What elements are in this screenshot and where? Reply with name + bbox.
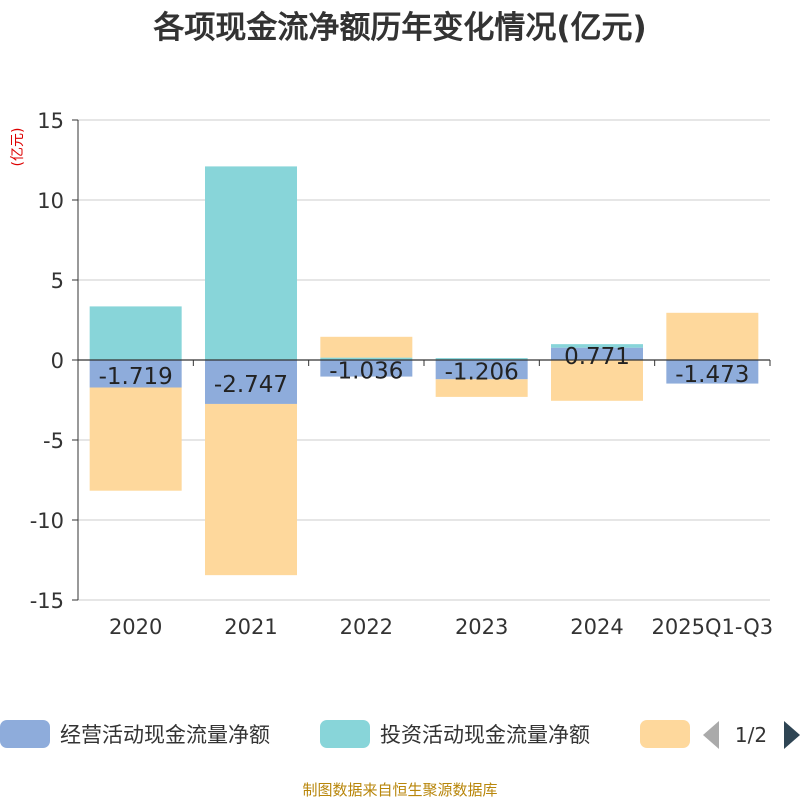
bar-segment-series-2[interactable] [320, 357, 413, 360]
data-label: -1.473 [675, 362, 749, 388]
bar-segment-series-1[interactable] [205, 360, 297, 404]
data-source-note: 制图数据来自恒生聚源数据库 [302, 781, 498, 799]
legend-swatch[interactable] [0, 720, 50, 748]
legend-next-arrow-icon[interactable] [784, 721, 800, 749]
y-tick-label: -5 [43, 429, 64, 453]
legend-swatch[interactable] [320, 720, 370, 748]
data-label: -2.747 [214, 372, 288, 398]
bar-segment-series-3[interactable] [435, 379, 528, 397]
x-tick-label: 2020 [109, 615, 162, 639]
data-label: -1.036 [329, 358, 403, 384]
legend-label[interactable]: 经营活动现金流量净额 [60, 723, 270, 747]
legend-prev-arrow-icon[interactable] [703, 721, 719, 749]
legend-label[interactable]: 投资活动现金流量净额 [380, 723, 590, 747]
x-tick-label: 2025Q1-Q3 [652, 615, 774, 639]
y-tick-label: 15 [37, 109, 64, 133]
legend-swatch[interactable] [640, 720, 690, 748]
data-label: 0.771 [564, 344, 630, 370]
y-tick-label: -15 [30, 589, 64, 613]
y-axis-label: (亿元) [10, 128, 26, 167]
data-label: -1.719 [99, 364, 173, 390]
y-tick-label: 5 [51, 269, 64, 293]
y-tick-label: 0 [51, 349, 64, 373]
bar-segment-series-2[interactable] [205, 166, 297, 360]
legend-page-indicator: 1/2 [735, 723, 767, 747]
bar-segment-series-3[interactable] [666, 312, 759, 360]
x-tick-label: 2024 [570, 615, 623, 639]
bar-segment-series-3[interactable] [320, 336, 413, 358]
bar-segment-series-3[interactable] [89, 387, 182, 491]
bar-segment-series-1[interactable] [435, 360, 528, 380]
bar-chart: 15 10 5 0 -5 -10 -15 (亿元) 2020 2021 2022 2023 2024 20… [0, 109, 800, 749]
chart-title: 各项现金流净额历年变化情况(亿元) [153, 10, 647, 46]
bar-segment-series-2[interactable] [435, 358, 528, 360]
x-tick-label: 2022 [340, 615, 393, 639]
data-label: -1.206 [445, 360, 519, 386]
y-tick-label: -10 [30, 509, 64, 533]
x-tick-label: 2023 [455, 615, 508, 639]
bar-segment-series-3[interactable] [551, 360, 643, 401]
bar-segment-series-1[interactable] [551, 347, 643, 360]
bar-segment-series-1[interactable] [666, 360, 759, 384]
y-tick-label: 10 [37, 189, 64, 213]
bar-segment-series-2[interactable] [89, 306, 182, 360]
bar-segment-series-2[interactable] [551, 344, 643, 348]
bar-segment-series-1[interactable] [89, 360, 182, 388]
x-tick-label: 2021 [224, 615, 277, 639]
bar-segment-series-3[interactable] [205, 403, 297, 576]
bar-segment-series-1[interactable] [320, 360, 413, 377]
